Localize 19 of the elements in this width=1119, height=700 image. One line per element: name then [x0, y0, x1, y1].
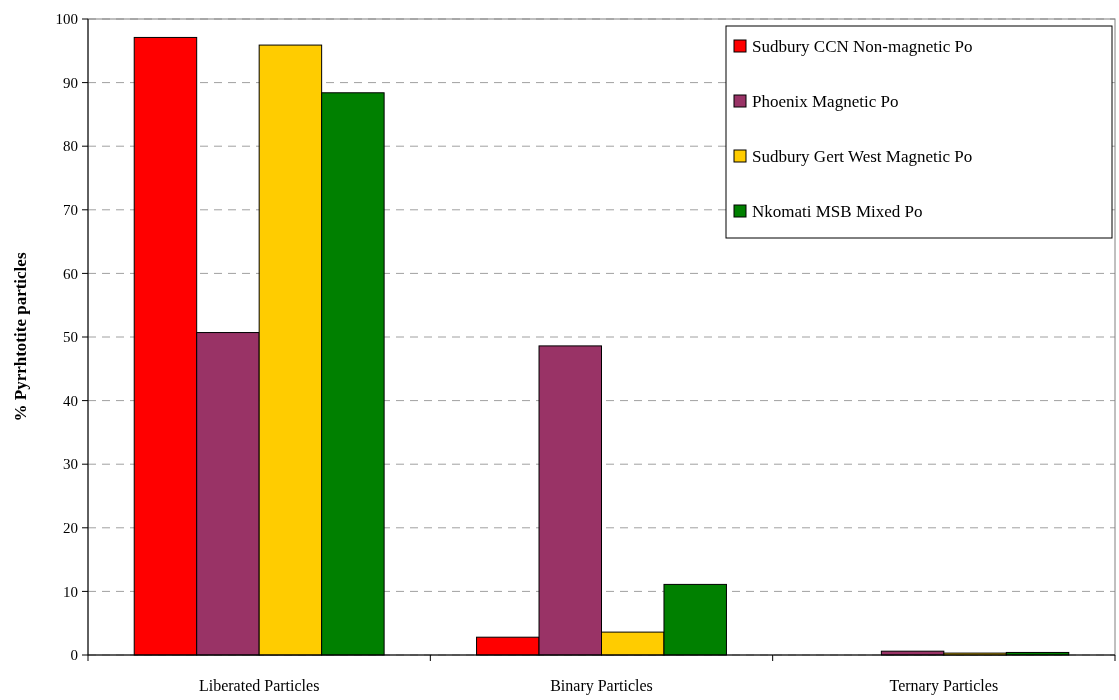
legend-label: Sudbury Gert West Magnetic Po [752, 146, 973, 166]
y-tick-label: 30 [63, 456, 78, 473]
x-tick-label: Binary Particles [550, 677, 653, 695]
legend-label: Phoenix Magnetic Po [752, 91, 899, 111]
y-tick-label: 0 [70, 647, 78, 664]
x-tick-label: Ternary Particles [889, 677, 999, 695]
y-tick-label: 100 [55, 11, 78, 28]
y-tick-label: 20 [63, 520, 78, 537]
legend-label: Nkomati MSB Mixed Po [752, 201, 923, 221]
y-tick-label: 80 [63, 138, 78, 155]
y-tick-label: 90 [63, 74, 78, 91]
y-tick-label: 60 [63, 265, 78, 282]
y-axis-title: % Pyrrhtotite particles [11, 252, 30, 422]
y-tick-label: 70 [63, 202, 78, 219]
y-tick-label: 50 [63, 329, 78, 346]
x-tick-label: Liberated Particles [198, 677, 320, 694]
legend-label: Sudbury CCN Non-magnetic Po [752, 36, 973, 56]
y-tick-label: 40 [63, 392, 78, 409]
y-tick-label: 10 [63, 583, 78, 600]
